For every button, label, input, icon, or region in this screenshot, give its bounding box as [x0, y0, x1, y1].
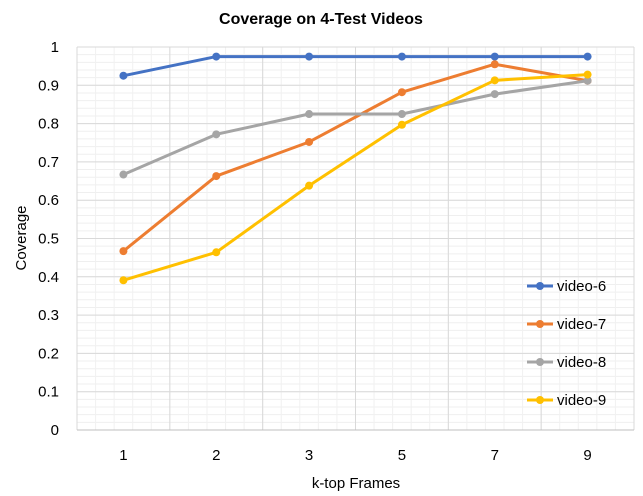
legend-swatch-marker [536, 282, 544, 290]
y-tick-label: 0.4 [38, 269, 59, 286]
legend-item-video-8: video-8 [527, 354, 606, 371]
x-tick-label: 7 [491, 447, 499, 464]
legend-item-video-9: video-9 [527, 392, 606, 409]
x-tick-label: 9 [583, 447, 591, 464]
series-video-9 [119, 70, 592, 285]
y-axis-label: Coverage [13, 205, 30, 270]
data-point [212, 130, 221, 139]
x-axis-label: k-top Frames [312, 475, 400, 492]
x-tick-label: 2 [212, 447, 220, 464]
legend-item-video-6: video-6 [527, 278, 606, 295]
legend-swatch-marker [536, 396, 544, 404]
data-point [212, 172, 221, 181]
y-tick-label: 0.2 [38, 345, 59, 362]
data-point [397, 120, 406, 129]
y-tick-label: 0.8 [38, 116, 59, 133]
data-point [305, 137, 314, 146]
legend-label: video-7 [557, 316, 606, 333]
legend-swatch-marker [536, 358, 544, 366]
series-line [123, 55, 588, 78]
data-point [583, 52, 592, 61]
series-video-8 [119, 76, 592, 179]
data-point [305, 181, 314, 190]
data-point [397, 88, 406, 97]
x-axis-ticks: 1 2 3 5 7 9 [119, 447, 592, 464]
y-tick-label: 0.6 [38, 192, 59, 209]
legend-label: video-8 [557, 354, 606, 371]
data-point [212, 52, 221, 61]
y-tick-label: 0.9 [38, 77, 59, 94]
legend-label: video-6 [557, 278, 606, 295]
data-point [397, 110, 406, 119]
legend-swatch-marker [536, 320, 544, 328]
legend-item-video-7: video-7 [527, 316, 606, 333]
data-point [119, 247, 128, 256]
chart-title: Coverage on 4-Test Videos [219, 11, 423, 28]
series-line [122, 79, 588, 176]
series-lines [119, 52, 592, 285]
y-tick-label: 0.5 [38, 231, 59, 248]
data-point [119, 170, 128, 179]
y-tick-label: 0.3 [38, 307, 59, 324]
data-point [119, 276, 128, 285]
series-line [122, 73, 588, 282]
data-point [119, 71, 128, 80]
data-point [212, 248, 221, 257]
x-tick-label: 3 [305, 447, 313, 464]
series-video-6 [119, 52, 592, 80]
data-point [305, 110, 314, 119]
y-axis-ticks: 0 0.1 0.2 0.3 0.4 0.5 0.6 0.7 0.8 0.9 1 [38, 39, 59, 439]
legend: video-6 video-7 video-8 video-9 [527, 278, 606, 409]
series-line [122, 62, 588, 253]
x-tick-label: 5 [398, 447, 406, 464]
data-point [583, 70, 592, 79]
gridlines [76, 46, 635, 431]
y-tick-label: 0 [51, 422, 59, 439]
data-point [490, 52, 499, 61]
y-tick-label: 1 [51, 39, 59, 56]
data-point [490, 60, 499, 69]
data-point [305, 52, 314, 61]
x-tick-label: 1 [119, 447, 127, 464]
data-point [490, 76, 499, 85]
legend-label: video-9 [557, 392, 606, 409]
data-point [490, 90, 499, 99]
data-point [583, 76, 592, 85]
data-point [397, 52, 406, 61]
y-tick-label: 0.1 [38, 384, 59, 401]
y-tick-label: 0.7 [38, 154, 59, 171]
